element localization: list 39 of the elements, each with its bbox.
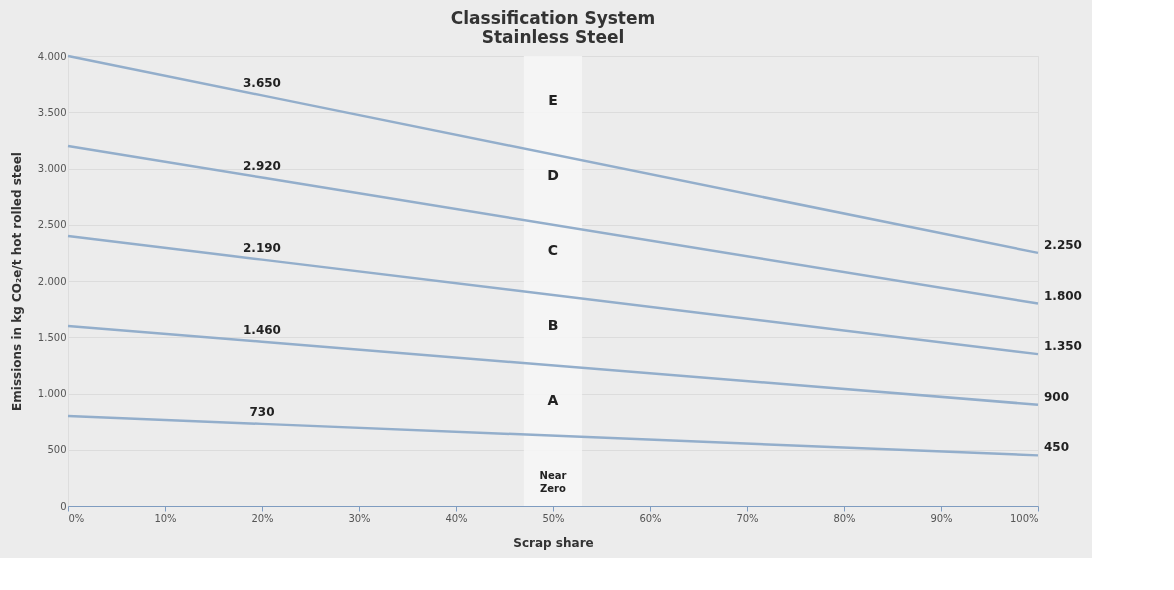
annotation: E	[548, 92, 558, 108]
data-label: 2.190	[243, 240, 281, 255]
y-axis-title: Emissions in kg CO₂e/t hot rolled steel	[9, 152, 24, 411]
x-tick-label: 0%	[68, 512, 85, 524]
y-tick-label: 4.000	[37, 50, 67, 62]
x-tick-label: 60%	[639, 512, 662, 524]
chart-title: Classification System Stainless Steel	[450, 8, 656, 47]
y-tick-label: 2.000	[37, 275, 67, 287]
y-tick-label: 500	[47, 444, 67, 456]
x-axis-title: Scrap share	[513, 535, 594, 550]
y-tick-label: 0	[60, 500, 67, 512]
y-tick-label: 3.500	[37, 106, 67, 118]
data-label: 450	[1044, 440, 1070, 455]
data-label: 900	[1044, 389, 1070, 404]
annotation: A	[547, 392, 559, 408]
x-tick-label: 80%	[833, 512, 856, 524]
y-tick-label: 3.000	[37, 163, 67, 174]
y-tick-label: 1.500	[37, 331, 67, 343]
x-tick-label: 20%	[251, 512, 274, 524]
x-tick-label: 10%	[154, 512, 177, 524]
data-label: 1.800	[1044, 288, 1082, 303]
annotation: B	[547, 317, 559, 333]
annotation: D	[547, 167, 559, 183]
data-label: 3.650	[243, 76, 281, 91]
data-label: 730	[249, 404, 275, 419]
x-tick-label: 70%	[736, 512, 759, 524]
x-tick-label: 40%	[445, 512, 468, 524]
data-label: 2.250	[1044, 237, 1082, 252]
annotation: Near Zero	[539, 470, 567, 494]
x-tick-label: 50%	[542, 512, 565, 524]
x-tick-label: 100%	[1009, 512, 1039, 524]
annotation: C	[547, 242, 559, 258]
x-tick-label: 30%	[348, 512, 371, 524]
data-label: 2.920	[243, 158, 281, 173]
x-tick-label: 90%	[930, 512, 953, 524]
data-label: 1.350	[1044, 339, 1082, 354]
data-label: 1.460	[243, 322, 281, 337]
y-tick-label: 1.000	[37, 388, 67, 399]
y-tick-label: 2.500	[37, 219, 67, 231]
